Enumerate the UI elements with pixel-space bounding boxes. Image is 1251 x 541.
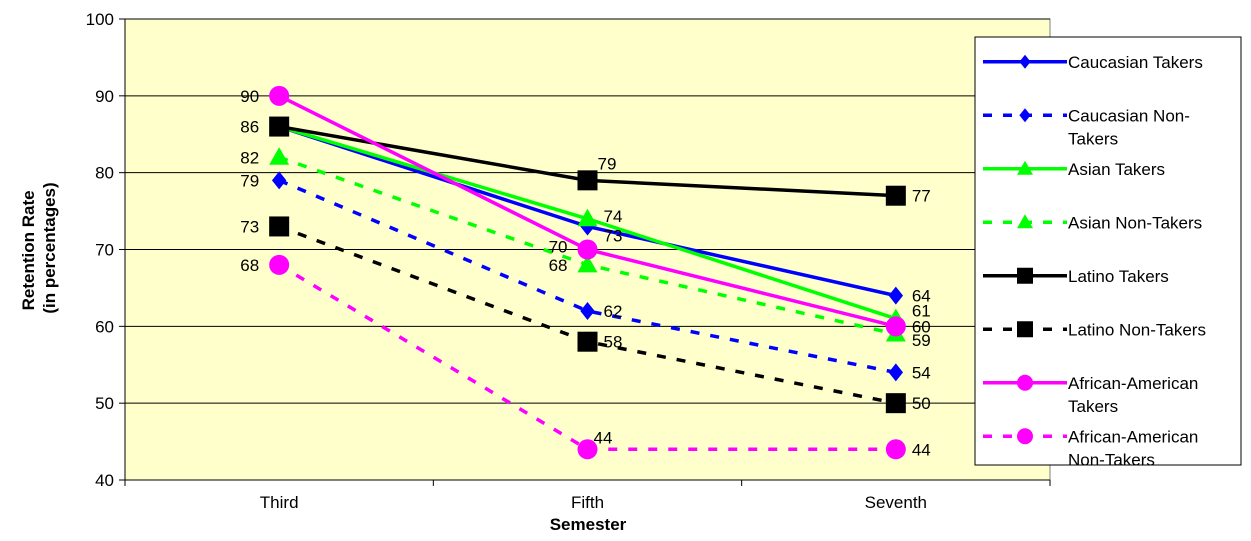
legend-label: African-American bbox=[1068, 427, 1198, 446]
data-point bbox=[577, 208, 598, 227]
data-label: 62 bbox=[604, 302, 623, 321]
x-axis-title: Semester bbox=[550, 515, 627, 534]
legend-label: Takers bbox=[1068, 397, 1118, 416]
legend-label: African-American bbox=[1068, 374, 1198, 393]
y-tick-label: 70 bbox=[95, 241, 114, 260]
legend-label: Latino Takers bbox=[1068, 267, 1169, 286]
data-point bbox=[885, 393, 906, 414]
data-point bbox=[580, 301, 595, 320]
data-label: 74 bbox=[604, 207, 623, 226]
data-point bbox=[269, 116, 290, 137]
legend-swatch-marker bbox=[1017, 428, 1033, 445]
data-label: 64 bbox=[912, 287, 931, 306]
y-axis-title: Retention Rate (in percentages) bbox=[19, 182, 59, 313]
legend-label: Asian Non-Takers bbox=[1068, 213, 1202, 232]
data-label: 61 bbox=[912, 302, 931, 321]
legend-swatch-marker bbox=[1017, 214, 1033, 229]
data-point bbox=[577, 439, 598, 460]
y-tick-label: 60 bbox=[95, 317, 114, 336]
data-label: 86 bbox=[240, 118, 259, 137]
y-tick-label: 40 bbox=[95, 471, 114, 490]
x-tick-label: Seventh bbox=[865, 493, 927, 512]
legend-swatch-marker bbox=[1017, 321, 1033, 338]
data-label: 59 bbox=[912, 331, 931, 350]
legend-swatch-marker bbox=[1019, 108, 1031, 123]
data-label: 68 bbox=[240, 256, 259, 275]
legend: Caucasian Takers Caucasian Non- Takers Asia… bbox=[974, 36, 1242, 469]
data-label: 73 bbox=[240, 217, 259, 236]
data-point bbox=[577, 331, 598, 352]
data-labels: 64 79 62 54 74 61 82 68 59 86 79 77 73 58 50 90 70 60 68 44… bbox=[240, 87, 931, 459]
y-tick-label: 100 bbox=[86, 10, 114, 29]
data-point bbox=[577, 239, 598, 260]
y-tick-label: 50 bbox=[95, 394, 114, 413]
data-label: 79 bbox=[240, 171, 259, 190]
data-point bbox=[885, 316, 906, 337]
x-axis-ticks: Third Fifth Seventh bbox=[124, 480, 1051, 512]
series-line bbox=[278, 263, 896, 452]
legend-swatch-marker bbox=[1017, 267, 1033, 284]
y-tick-label: 80 bbox=[95, 164, 114, 183]
legend-swatch-marker bbox=[1017, 374, 1033, 391]
data-point bbox=[269, 216, 290, 237]
legend-label: Caucasian Non- bbox=[1068, 106, 1190, 125]
data-label: 58 bbox=[604, 333, 623, 352]
data-point bbox=[888, 286, 904, 305]
legend-swatch-marker bbox=[1017, 160, 1033, 175]
data-point bbox=[888, 363, 904, 382]
data-point bbox=[885, 185, 906, 206]
data-label: 73 bbox=[604, 226, 623, 245]
data-label: 50 bbox=[912, 394, 931, 413]
data-label: 90 bbox=[240, 87, 259, 106]
data-point bbox=[269, 254, 290, 275]
data-point bbox=[885, 439, 906, 460]
data-label: 77 bbox=[912, 187, 931, 206]
data-point bbox=[269, 147, 290, 165]
legend-box bbox=[974, 36, 1242, 466]
series-markers bbox=[269, 85, 906, 460]
data-point bbox=[577, 170, 598, 191]
y-tick-label: 90 bbox=[95, 87, 114, 106]
data-point bbox=[577, 254, 598, 273]
legend-label: Latino Non-Takers bbox=[1068, 320, 1206, 339]
y-axis-ticks: 40 50 60 70 80 90 100 bbox=[86, 10, 125, 490]
data-label: 82 bbox=[240, 148, 259, 167]
data-label: 60 bbox=[912, 317, 931, 336]
data-label: 54 bbox=[912, 363, 931, 382]
y-axis-title-line: (in percentages) bbox=[40, 182, 59, 313]
data-label: 70 bbox=[549, 238, 568, 257]
data-label: 44 bbox=[912, 440, 931, 459]
legend-label: Non-Takers bbox=[1068, 450, 1155, 469]
legend-label: Takers bbox=[1068, 129, 1118, 148]
data-point bbox=[269, 85, 290, 106]
legend-swatch-marker bbox=[1019, 54, 1031, 69]
series-line bbox=[278, 178, 897, 375]
x-tick-label: Third bbox=[260, 493, 299, 512]
legend-label: Caucasian Takers bbox=[1068, 53, 1203, 72]
x-tick-label: Fifth bbox=[571, 493, 604, 512]
data-label: 44 bbox=[594, 428, 613, 447]
data-label: 68 bbox=[549, 256, 568, 275]
y-axis-title-line: Retention Rate bbox=[19, 190, 38, 310]
data-point bbox=[271, 171, 287, 190]
legend-label: Asian Takers bbox=[1068, 160, 1165, 179]
data-label: 79 bbox=[598, 154, 617, 173]
